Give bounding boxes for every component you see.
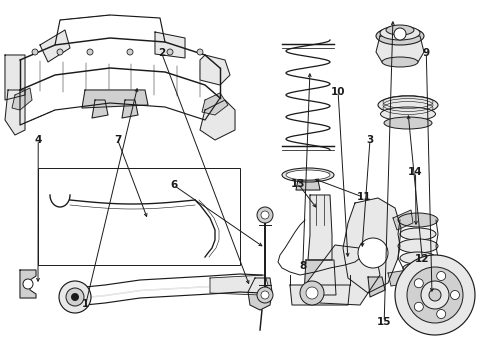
- Polygon shape: [20, 270, 36, 298]
- Ellipse shape: [386, 25, 414, 35]
- Text: 3: 3: [367, 135, 373, 145]
- Ellipse shape: [384, 117, 432, 129]
- Text: 2: 2: [158, 48, 165, 58]
- Text: 11: 11: [356, 192, 371, 202]
- Ellipse shape: [378, 96, 438, 114]
- Text: 4: 4: [34, 135, 42, 145]
- Circle shape: [257, 207, 273, 223]
- Text: 1: 1: [82, 299, 89, 309]
- Circle shape: [415, 279, 423, 288]
- Circle shape: [87, 49, 93, 55]
- Text: 15: 15: [377, 317, 392, 327]
- Ellipse shape: [282, 168, 334, 182]
- Polygon shape: [12, 88, 32, 110]
- Text: 12: 12: [415, 254, 430, 264]
- Polygon shape: [296, 180, 320, 190]
- Text: 7: 7: [114, 135, 122, 145]
- Polygon shape: [290, 285, 350, 305]
- Polygon shape: [305, 245, 380, 305]
- Circle shape: [197, 49, 203, 55]
- Ellipse shape: [400, 252, 436, 264]
- Text: 6: 6: [171, 180, 177, 190]
- Ellipse shape: [400, 228, 436, 240]
- Circle shape: [358, 238, 388, 268]
- Text: 13: 13: [291, 179, 305, 189]
- Text: 8: 8: [299, 261, 306, 271]
- Circle shape: [257, 287, 273, 303]
- Circle shape: [167, 49, 173, 55]
- Ellipse shape: [381, 107, 436, 121]
- Polygon shape: [393, 210, 413, 230]
- Ellipse shape: [398, 213, 438, 227]
- Ellipse shape: [382, 57, 418, 67]
- Polygon shape: [40, 30, 70, 62]
- Ellipse shape: [380, 26, 420, 40]
- Circle shape: [306, 287, 318, 299]
- Circle shape: [59, 281, 91, 313]
- Circle shape: [261, 291, 269, 299]
- Polygon shape: [248, 278, 272, 310]
- Circle shape: [437, 271, 446, 280]
- Circle shape: [261, 211, 269, 219]
- Polygon shape: [200, 100, 235, 140]
- Circle shape: [437, 310, 446, 319]
- Polygon shape: [122, 100, 138, 118]
- Text: 10: 10: [331, 87, 345, 97]
- Polygon shape: [376, 36, 424, 62]
- Circle shape: [407, 267, 463, 323]
- Circle shape: [395, 255, 475, 335]
- Text: 14: 14: [408, 167, 423, 177]
- Polygon shape: [368, 277, 385, 297]
- Polygon shape: [210, 275, 268, 295]
- Bar: [38, 168, 240, 265]
- Ellipse shape: [404, 273, 432, 283]
- Circle shape: [394, 28, 406, 40]
- Polygon shape: [155, 32, 185, 58]
- Circle shape: [57, 49, 63, 55]
- Polygon shape: [5, 55, 25, 100]
- Circle shape: [23, 279, 33, 289]
- Polygon shape: [343, 198, 401, 293]
- Circle shape: [450, 291, 460, 300]
- Polygon shape: [304, 260, 336, 295]
- Circle shape: [300, 281, 324, 305]
- Circle shape: [32, 49, 38, 55]
- Text: 9: 9: [423, 48, 430, 58]
- Polygon shape: [5, 90, 25, 135]
- Polygon shape: [308, 195, 332, 260]
- Circle shape: [421, 281, 449, 309]
- Ellipse shape: [286, 170, 330, 180]
- Ellipse shape: [403, 263, 433, 273]
- Polygon shape: [92, 100, 108, 118]
- Circle shape: [429, 289, 441, 301]
- Circle shape: [127, 49, 133, 55]
- Circle shape: [71, 293, 79, 301]
- Ellipse shape: [398, 239, 438, 253]
- Circle shape: [415, 302, 423, 311]
- Polygon shape: [388, 270, 409, 286]
- Polygon shape: [200, 55, 230, 85]
- Polygon shape: [202, 93, 228, 115]
- Polygon shape: [82, 90, 148, 108]
- Circle shape: [66, 288, 84, 306]
- Ellipse shape: [376, 27, 424, 45]
